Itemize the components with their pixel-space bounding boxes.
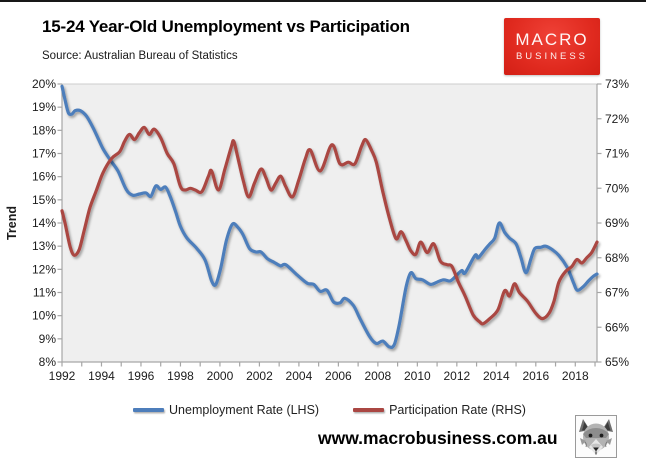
svg-text:19%: 19% — [32, 100, 56, 114]
svg-text:18%: 18% — [32, 123, 56, 137]
legend-item-participation: Participation Rate (RHS) — [353, 403, 526, 417]
svg-text:67%: 67% — [605, 286, 629, 300]
svg-text:2002: 2002 — [246, 369, 273, 383]
svg-text:68%: 68% — [605, 251, 629, 265]
svg-text:16%: 16% — [32, 170, 56, 184]
legend-label-participation: Participation Rate (RHS) — [389, 403, 526, 417]
chart-legend: Unemployment Rate (LHS) Participation Ra… — [62, 403, 597, 417]
svg-text:72%: 72% — [605, 112, 629, 126]
macrobusiness-logo: MACRO BUSINESS — [504, 18, 600, 75]
legend-label-unemployment: Unemployment Rate (LHS) — [169, 403, 320, 417]
svg-text:73%: 73% — [605, 77, 629, 91]
svg-text:1994: 1994 — [88, 369, 115, 383]
svg-text:2014: 2014 — [483, 369, 510, 383]
participation-line-swatch — [353, 408, 385, 412]
svg-text:Trend: Trend — [5, 206, 19, 240]
legend-item-unemployment: Unemployment Rate (LHS) — [133, 403, 319, 417]
svg-text:17%: 17% — [32, 147, 56, 161]
svg-text:14%: 14% — [32, 216, 56, 230]
svg-text:10%: 10% — [32, 309, 56, 323]
top-border — [0, 0, 646, 2]
svg-text:13%: 13% — [32, 239, 56, 253]
unemployment-line-swatch — [133, 408, 165, 412]
svg-text:2006: 2006 — [325, 369, 352, 383]
svg-text:2008: 2008 — [365, 369, 392, 383]
svg-text:1998: 1998 — [167, 369, 194, 383]
wolf-logo — [575, 415, 617, 458]
page-title: 15-24 Year-Old Unemployment vs Participa… — [42, 17, 410, 36]
svg-text:66%: 66% — [605, 320, 629, 334]
logo-text-business: BUSINESS — [515, 51, 589, 63]
website-url: www.macrobusiness.com.au — [318, 428, 558, 448]
svg-text:2012: 2012 — [443, 369, 470, 383]
wolf-head-icon — [579, 418, 613, 455]
svg-text:65%: 65% — [605, 355, 629, 369]
svg-text:71%: 71% — [605, 147, 629, 161]
svg-text:2016: 2016 — [522, 369, 549, 383]
svg-text:11%: 11% — [33, 286, 56, 300]
svg-text:8%: 8% — [39, 355, 57, 369]
svg-text:1996: 1996 — [128, 369, 155, 383]
svg-text:2018: 2018 — [562, 369, 589, 383]
svg-text:2010: 2010 — [404, 369, 431, 383]
svg-text:69%: 69% — [605, 216, 629, 230]
svg-text:1992: 1992 — [49, 369, 76, 383]
svg-text:2004: 2004 — [286, 369, 313, 383]
svg-text:12%: 12% — [32, 262, 56, 276]
svg-text:9%: 9% — [39, 332, 57, 346]
svg-text:20%: 20% — [32, 77, 56, 91]
svg-text:2000: 2000 — [207, 369, 234, 383]
svg-text:15%: 15% — [32, 193, 56, 207]
svg-text:70%: 70% — [605, 181, 629, 195]
source-note: Source: Australian Bureau of Statistics — [42, 50, 238, 62]
logo-text-macro: MACRO — [515, 29, 589, 49]
